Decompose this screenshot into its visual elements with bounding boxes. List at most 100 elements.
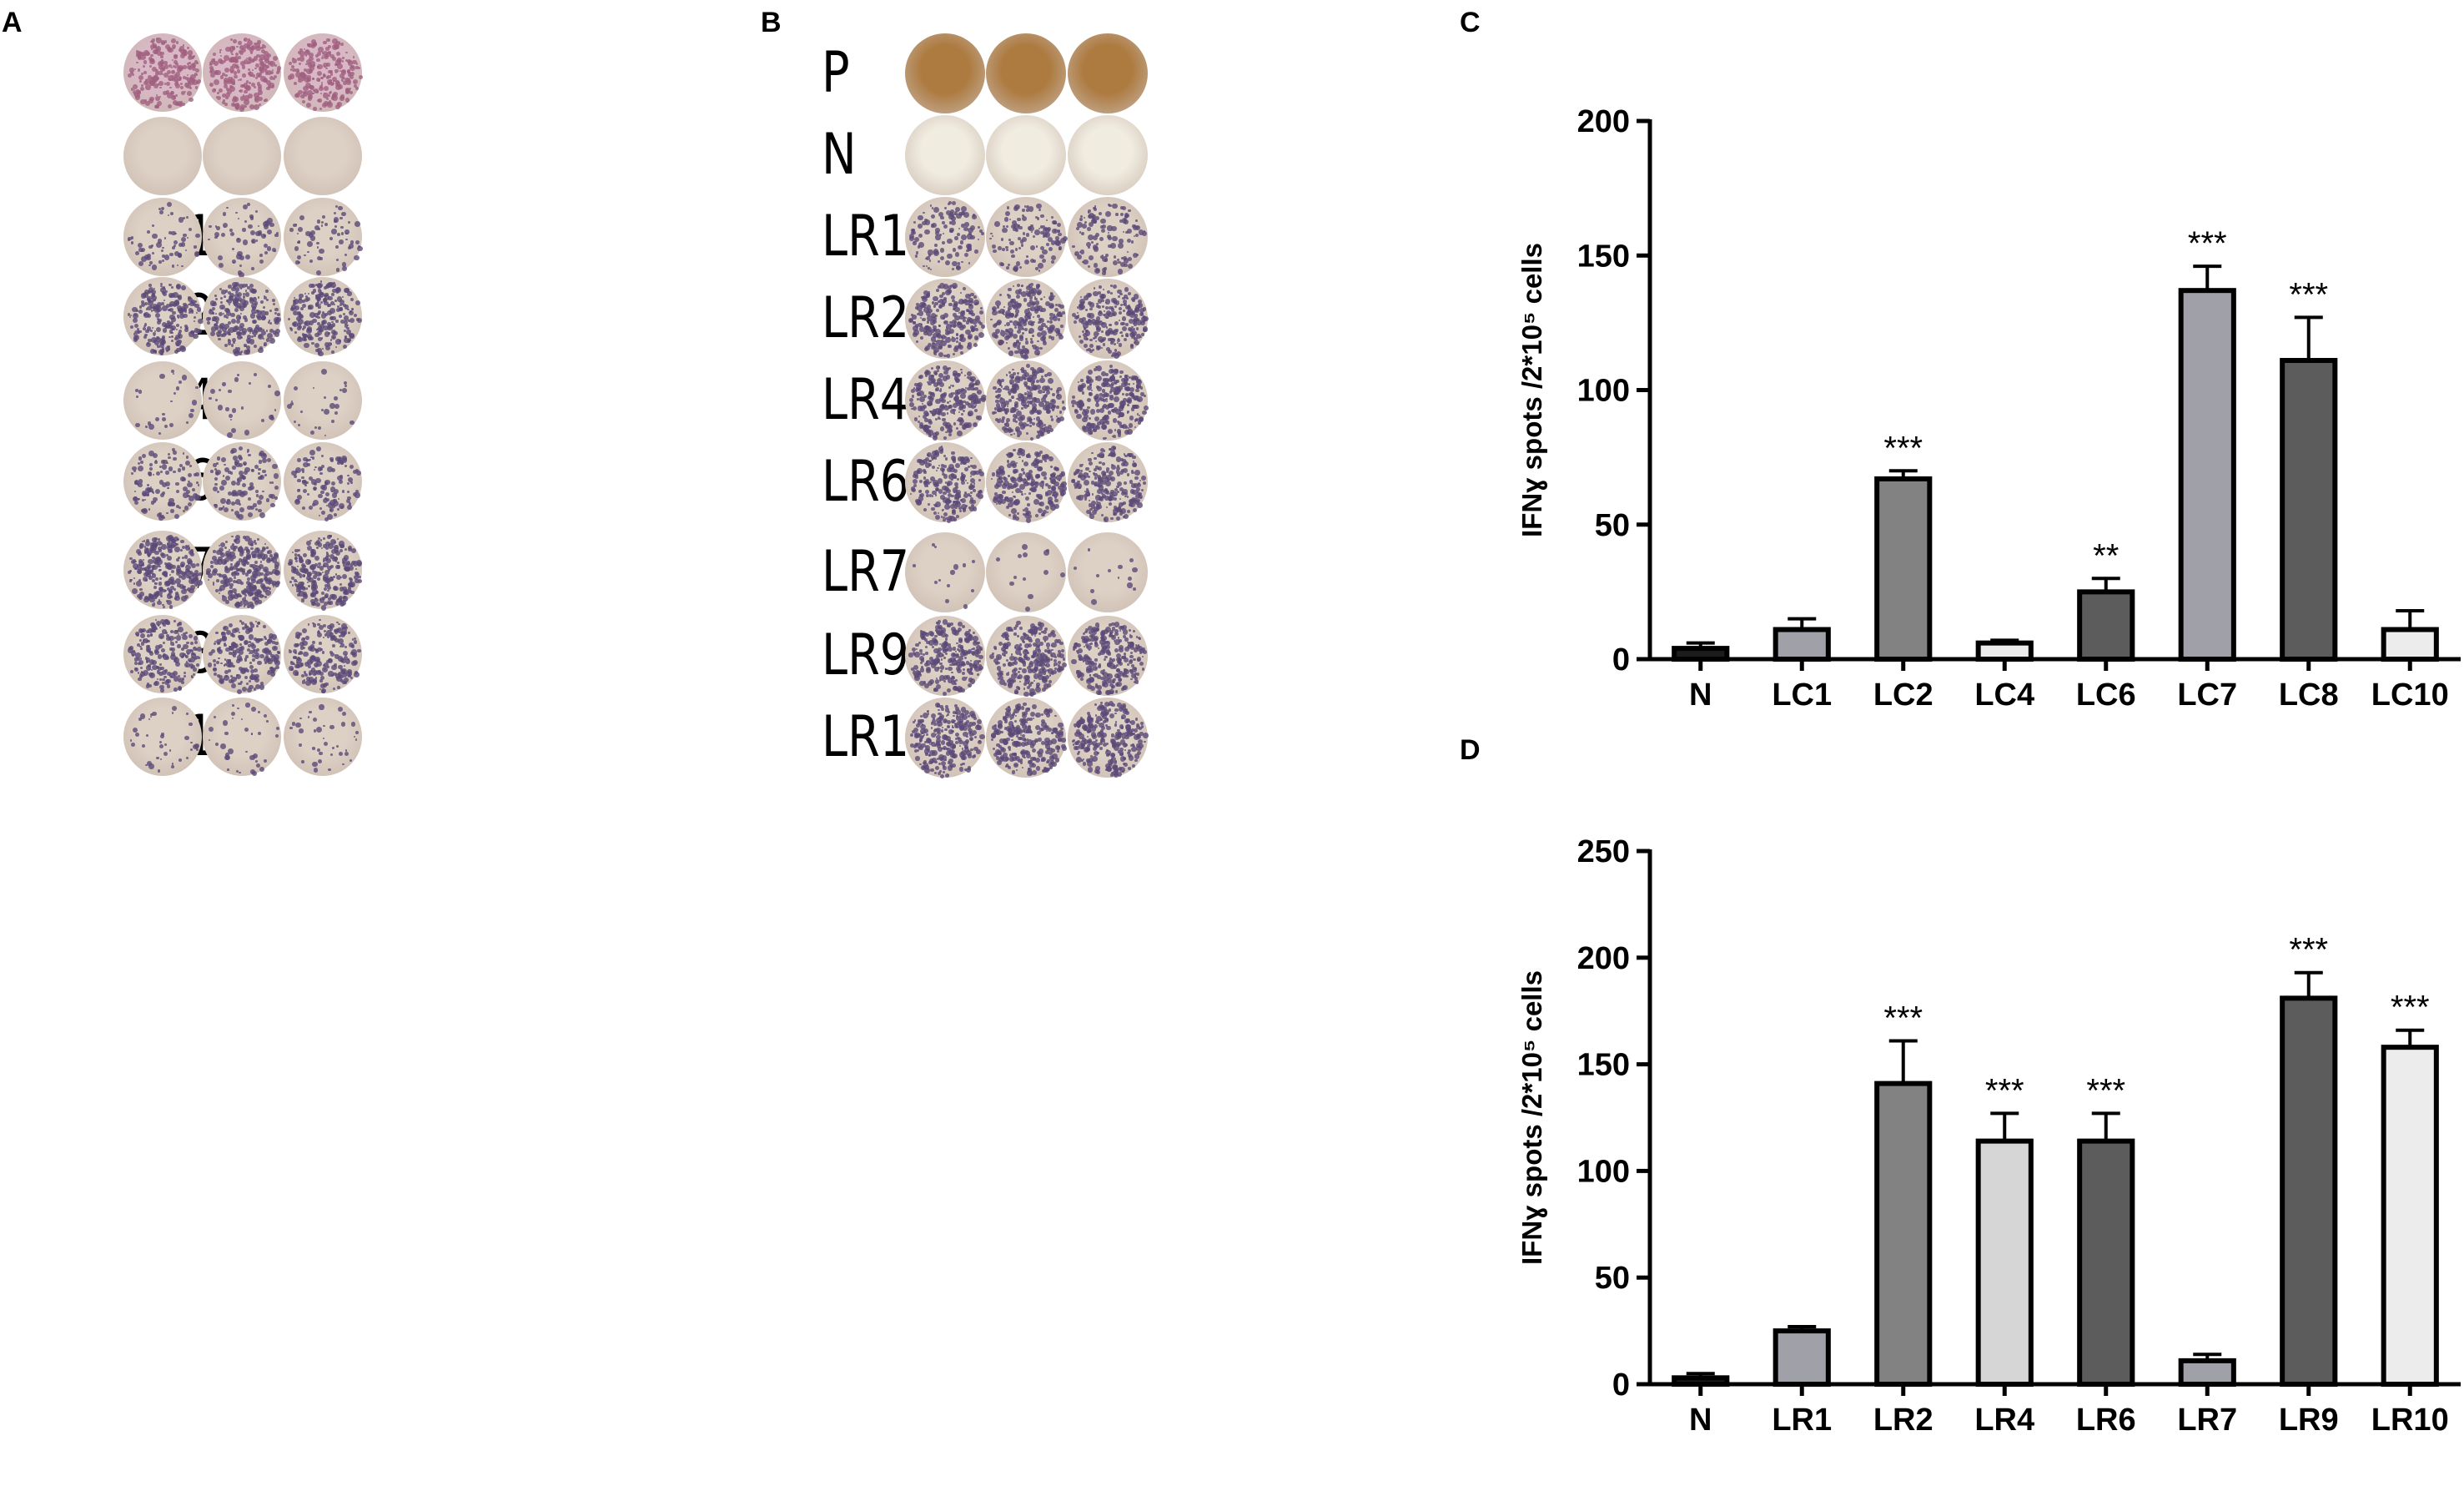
panel-b-well (1068, 698, 1149, 778)
panel-a-well (203, 361, 281, 440)
panel-b-row-label: P (822, 45, 850, 102)
panel-b-well (1068, 115, 1148, 195)
y-tick-label: 100 (1577, 374, 1630, 409)
x-tick-label: LR6 (2076, 1403, 2136, 1438)
panel-b-well (986, 279, 1066, 360)
y-tick-label: 250 (1577, 834, 1630, 869)
bar (2381, 627, 2439, 662)
x-tick-label: LR2 (1873, 1403, 1933, 1438)
panel-a-well (123, 531, 204, 609)
x-tick-label: LR1 (1772, 1403, 1832, 1438)
y-tick-label: 0 (1612, 642, 1630, 678)
x-tick-label: N (1689, 1403, 1712, 1438)
significance-label: *** (1883, 430, 1923, 466)
panel-a-well (284, 361, 362, 440)
y-tick-label: 50 (1595, 1261, 1630, 1296)
y-tick-label: 100 (1577, 1154, 1630, 1189)
significance-label: *** (2289, 276, 2328, 313)
bar (1874, 1080, 1933, 1387)
panel-a-well (123, 198, 202, 276)
bar (2077, 589, 2135, 662)
panel-b-well (986, 33, 1066, 113)
panel-a-well (284, 117, 362, 195)
panel-a-well (284, 198, 363, 276)
bar (1975, 640, 2034, 662)
panel-b-well (986, 532, 1066, 612)
panel-b-well (905, 616, 985, 697)
panel-a-well (284, 33, 364, 112)
x-tick-label: LR4 (1974, 1403, 2034, 1438)
panel-a-well (123, 698, 202, 776)
panel-b-well (1068, 197, 1148, 277)
bar (1773, 1328, 1831, 1387)
panel-a-well (284, 531, 362, 611)
panel-a-well (123, 33, 202, 112)
bar (1773, 627, 1831, 662)
panel-a-well (203, 33, 281, 113)
x-tick-label: LC4 (1974, 678, 2034, 713)
panel-b-well (1068, 33, 1148, 113)
panel-b-well (905, 442, 985, 524)
panel-a-well (203, 277, 282, 356)
panel-b-well (905, 279, 985, 359)
panel-b-well (986, 698, 1068, 778)
panel-a-well (284, 277, 362, 357)
x-tick-label: LR10 (2371, 1403, 2449, 1438)
x-tick-label: LC10 (2371, 678, 2449, 713)
panel-b-row-label: LR6 (822, 454, 909, 511)
x-tick-label: LR7 (2177, 1403, 2237, 1438)
significance-label: *** (2188, 225, 2227, 262)
significance-label: *** (2086, 1072, 2125, 1109)
panel-b-row-label: LR7 (822, 544, 909, 601)
bar (2178, 1358, 2236, 1387)
panel-a-well (123, 277, 204, 355)
panel-b-well (986, 442, 1067, 523)
panel-b-row-label: N (822, 127, 857, 184)
panel-a-well (203, 442, 281, 521)
panel-b-well (1068, 279, 1149, 359)
panel-a-well (123, 442, 202, 521)
panel-a-well (203, 615, 281, 694)
panel-a-letter: A (2, 7, 23, 39)
y-tick-label: 200 (1577, 104, 1630, 139)
panel-a-well (284, 698, 362, 776)
panel-b-well (905, 698, 985, 778)
panel-b-well (905, 360, 987, 441)
panel-a-well (123, 361, 202, 440)
panel-a-well (203, 117, 281, 195)
y-tick-label: 200 (1577, 941, 1630, 976)
bar (1874, 476, 1933, 662)
panel-a-well (123, 117, 202, 195)
panel-b-well (1068, 442, 1148, 522)
panel-b-well (905, 33, 985, 113)
panel-b-well (1068, 616, 1148, 696)
panel-b-row-label: LR4 (822, 372, 909, 429)
bar (2280, 995, 2338, 1387)
panel-b-well (905, 532, 985, 612)
bar (1975, 1138, 2034, 1387)
chart-d: 0 50 100 150 200 250 IFNɣ spots /2*10⁵ cells N L… (1516, 834, 2461, 1438)
y-axis-label: IFNɣ spots /2*10⁵ cells (1516, 970, 1547, 1265)
significance-label: *** (1883, 1000, 1923, 1036)
panel-a-well (203, 531, 281, 609)
panel-b-well (986, 197, 1068, 277)
x-tick-label: LC8 (2279, 678, 2339, 713)
panel-d-letter: D (1460, 734, 1481, 767)
x-tick-label: N (1689, 678, 1712, 713)
significance-label: *** (2391, 990, 2430, 1026)
bar (2077, 1138, 2135, 1387)
panel-a-well (203, 198, 281, 278)
panel-b-row-label: LR1 (822, 209, 909, 265)
panel-a-well (123, 615, 202, 693)
significance-label: ** (2093, 537, 2119, 574)
panel-a-well (203, 698, 281, 777)
bar (2381, 1045, 2439, 1387)
x-tick-label: LR9 (2279, 1403, 2339, 1438)
panel-b-row-label: LR2 (822, 290, 909, 347)
x-tick-label: LC6 (2076, 678, 2136, 713)
significance-label: *** (2289, 932, 2328, 969)
y-tick-label: 150 (1577, 1048, 1630, 1083)
x-tick-label: LC7 (2177, 678, 2237, 713)
panel-b-well (986, 115, 1066, 195)
panel-b-letter: B (761, 7, 782, 39)
